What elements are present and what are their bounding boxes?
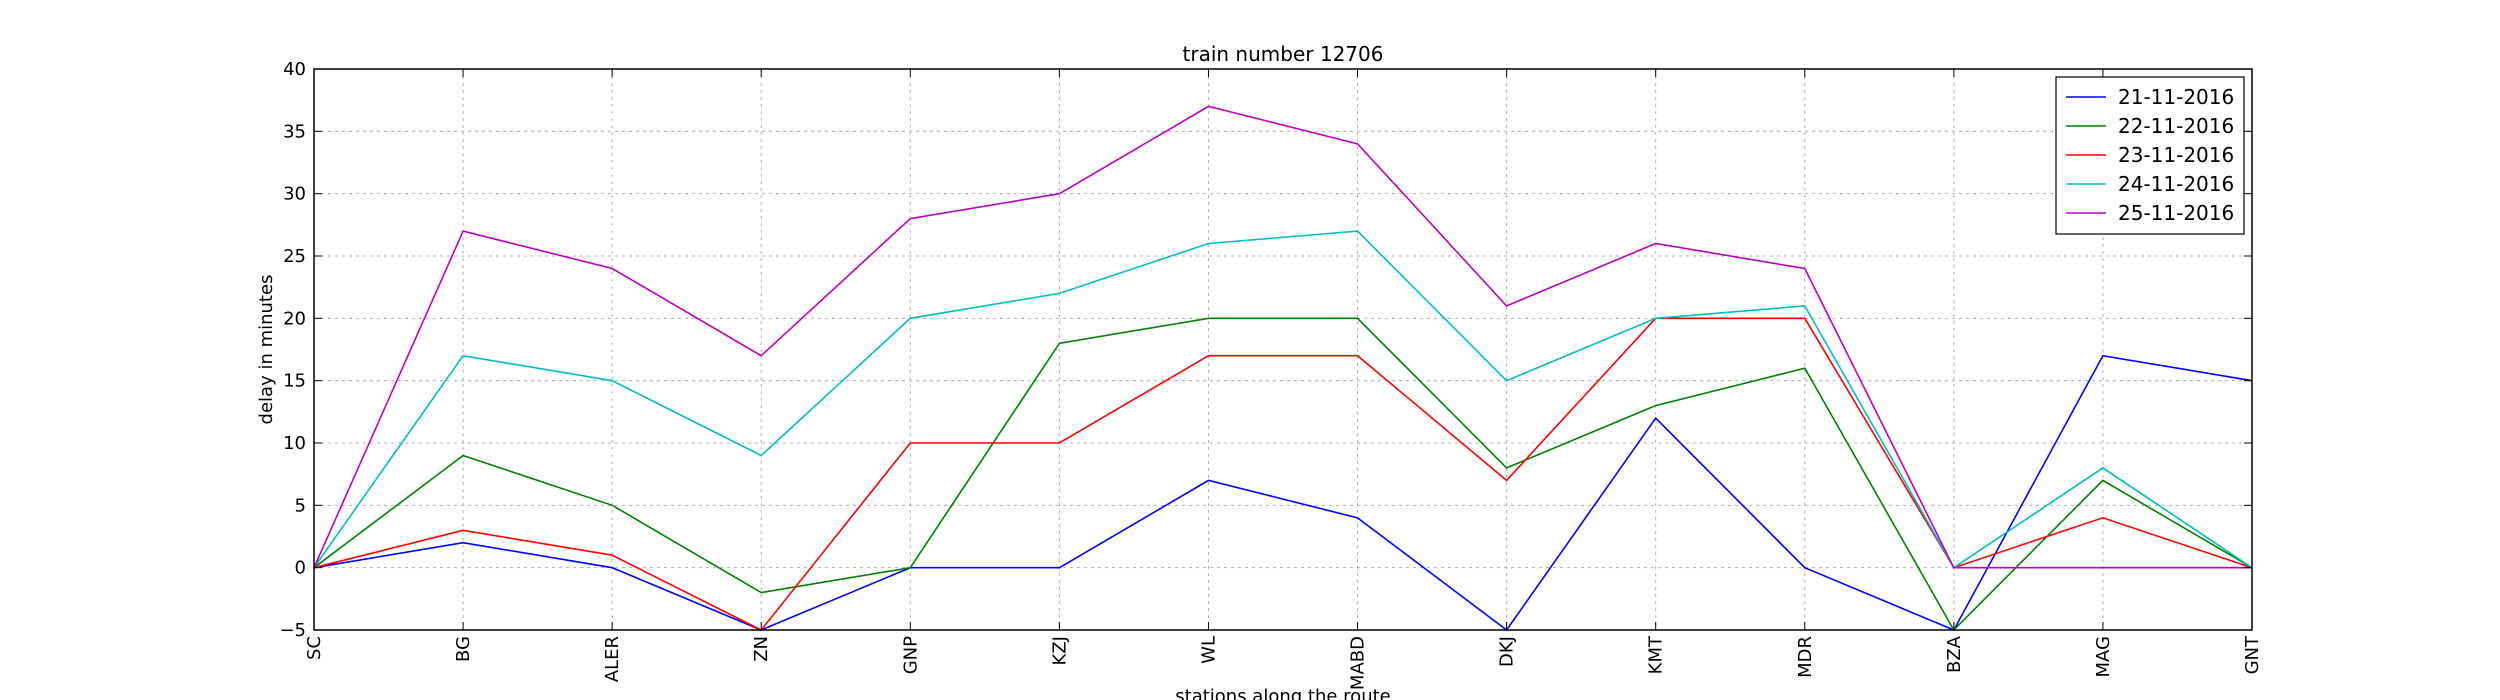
y-tick-label: −5 bbox=[279, 620, 306, 641]
legend-label: 22-11-2016 bbox=[2118, 114, 2234, 138]
x-tick-label: BZA bbox=[1944, 635, 1965, 673]
plot-frame bbox=[313, 68, 2253, 631]
x-tick-label: MABD bbox=[1348, 636, 1369, 690]
legend-label: 25-11-2016 bbox=[2118, 201, 2234, 225]
legend-label: 21-11-2016 bbox=[2118, 85, 2234, 109]
y-tick-label: 40 bbox=[283, 59, 306, 80]
y-tick-label: 15 bbox=[283, 371, 306, 392]
y-tick-label: 20 bbox=[283, 308, 306, 329]
x-axis-ticks: SC BG ALER ZN GNP KZJ WL MABD DKJ KMT MDR BZA MAG GNT bbox=[304, 69, 2263, 690]
series-line-25-11-2016 bbox=[313, 105, 2252, 569]
x-tick-label: MDR bbox=[1795, 636, 1816, 678]
y-tick-label: 30 bbox=[283, 184, 306, 205]
x-tick-label: ZN bbox=[751, 636, 772, 662]
x-tick-label: GNP bbox=[900, 636, 921, 674]
legend: 21-11-2016 22-11-2016 23-11-2016 24-11-2016… bbox=[2055, 76, 2245, 235]
x-tick-label: ALER bbox=[602, 636, 623, 682]
x-axis-label: stations along the route bbox=[1175, 686, 1390, 700]
series-line-23-11-2016 bbox=[313, 317, 2253, 632]
series-line-24-11-2016 bbox=[313, 230, 2253, 569]
x-tick-label: WL bbox=[1198, 636, 1219, 664]
x-tick-label: KMT bbox=[1646, 635, 1667, 674]
legend-label: 24-11-2016 bbox=[2118, 172, 2234, 196]
x-tick-label: KZJ bbox=[1049, 636, 1070, 665]
y-tick-label: 5 bbox=[295, 495, 306, 516]
x-tick-label: MAG bbox=[2093, 636, 2114, 677]
series-line-22-11-2016 bbox=[313, 317, 2253, 632]
x-tick-label: SC bbox=[304, 636, 325, 660]
x-tick-label: GNT bbox=[2242, 635, 2263, 674]
y-tick-label: 35 bbox=[283, 121, 306, 142]
x-tick-label: BG bbox=[453, 636, 474, 662]
series-lines bbox=[313, 105, 2253, 632]
series-line-21-11-2016 bbox=[313, 354, 2253, 632]
y-axis-ticks: −5 0 5 10 15 20 25 30 35 40 bbox=[279, 59, 2252, 641]
y-tick-label: 0 bbox=[295, 558, 306, 579]
chart-title: train number 12706 bbox=[1183, 42, 1384, 66]
y-tick-label: 25 bbox=[283, 246, 306, 267]
x-tick-label: DKJ bbox=[1497, 636, 1518, 667]
y-axis-label: delay in minutes bbox=[256, 275, 277, 425]
legend-label: 23-11-2016 bbox=[2118, 143, 2234, 167]
y-tick-label: 10 bbox=[283, 433, 306, 454]
